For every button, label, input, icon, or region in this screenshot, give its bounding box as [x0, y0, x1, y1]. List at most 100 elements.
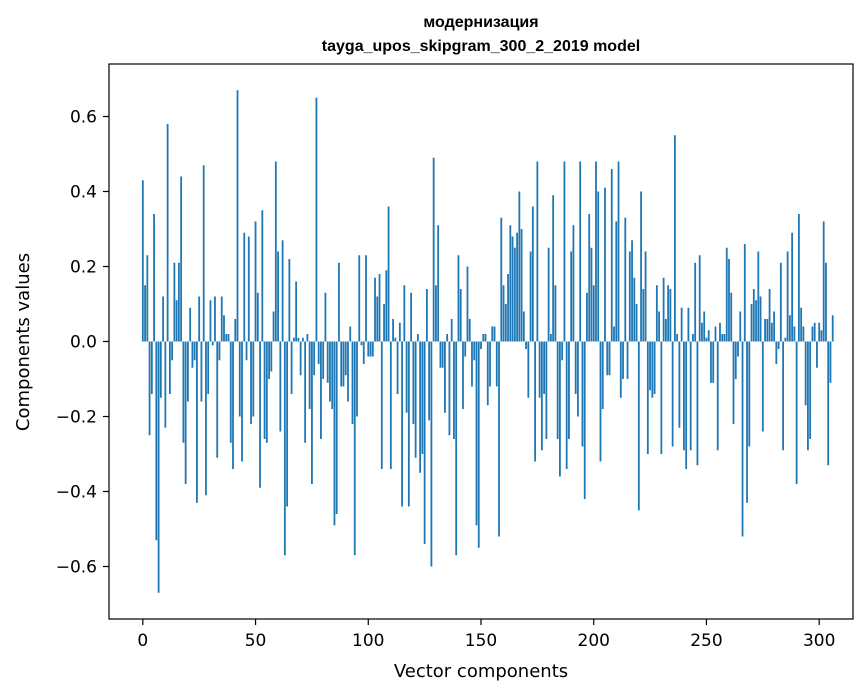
bar — [180, 176, 183, 342]
bar — [216, 341, 219, 458]
bar — [590, 247, 593, 342]
bar — [586, 292, 588, 342]
x-tick-label: 50 — [245, 631, 267, 651]
y-tick-label: 0.4 — [70, 183, 97, 203]
bar — [660, 341, 663, 454]
y-axis-ticks: −0.6 −0.4 −0.2 0.0 0.2 0.4 0.6 — [56, 108, 109, 578]
x-tick-label: 100 — [352, 631, 384, 651]
bar — [279, 341, 282, 432]
bar — [162, 296, 165, 342]
bar — [353, 341, 356, 556]
bar — [263, 341, 266, 439]
bar — [816, 341, 818, 368]
bar — [191, 341, 194, 368]
bar — [360, 341, 363, 346]
bar — [184, 341, 187, 484]
bar — [703, 311, 706, 342]
bar — [635, 304, 638, 342]
bar — [453, 341, 455, 439]
bar — [416, 334, 419, 342]
bar — [766, 319, 769, 342]
bar — [229, 341, 232, 443]
bar — [306, 334, 309, 342]
bar — [308, 341, 311, 409]
bar — [719, 322, 721, 342]
bar — [234, 319, 237, 342]
bar — [457, 255, 460, 342]
bar — [331, 341, 334, 409]
bar — [622, 341, 624, 379]
bar — [376, 296, 379, 342]
bar — [356, 341, 358, 417]
bar — [698, 255, 701, 342]
bar — [615, 221, 618, 342]
bar — [536, 161, 539, 342]
bar — [746, 341, 748, 503]
chart-title: модернизация — [423, 14, 538, 31]
bar — [473, 341, 476, 361]
bar — [737, 341, 739, 357]
bar — [525, 341, 527, 349]
bar — [800, 307, 803, 342]
bar — [721, 334, 724, 342]
bar — [455, 341, 458, 556]
bar — [238, 341, 241, 417]
bar — [676, 334, 679, 342]
bar — [581, 341, 584, 447]
x-axis-label: Vector components — [394, 661, 568, 682]
bar — [272, 311, 275, 342]
bar — [268, 341, 270, 379]
bar — [410, 292, 413, 342]
bar — [482, 334, 485, 342]
bar — [182, 341, 185, 443]
bar — [256, 292, 259, 342]
bar — [829, 341, 832, 383]
bar — [577, 341, 579, 417]
bar — [601, 341, 604, 409]
bar — [619, 341, 622, 398]
bar — [168, 341, 171, 394]
bar — [378, 274, 381, 342]
bar — [401, 341, 403, 507]
bar — [236, 90, 239, 342]
bar — [153, 214, 155, 342]
bar — [155, 341, 158, 541]
bar — [166, 124, 169, 342]
bar — [583, 341, 586, 499]
bar — [367, 341, 370, 357]
bar — [380, 341, 383, 469]
bar — [750, 304, 753, 342]
bar — [811, 326, 814, 342]
bar — [725, 247, 728, 342]
bar — [522, 311, 525, 342]
bar — [570, 251, 573, 342]
bar — [728, 259, 730, 342]
bar — [150, 341, 153, 394]
bar — [435, 285, 437, 342]
bar — [791, 232, 794, 342]
bar — [604, 187, 606, 342]
bar — [807, 341, 809, 451]
x-tick-label: 150 — [465, 631, 497, 651]
bar — [369, 341, 372, 357]
bar — [646, 341, 649, 454]
bar — [450, 319, 453, 342]
bar — [405, 341, 408, 413]
bar — [831, 315, 834, 342]
bar — [466, 266, 469, 342]
bar — [177, 262, 180, 342]
bar — [471, 341, 473, 387]
bar — [265, 341, 268, 443]
bar — [335, 341, 338, 514]
bar — [608, 341, 611, 376]
bar — [347, 341, 349, 402]
bar — [196, 341, 198, 503]
bar — [223, 315, 225, 342]
bar — [761, 341, 764, 432]
bar — [712, 341, 715, 383]
bar — [495, 341, 498, 387]
bar — [317, 341, 320, 364]
bar — [326, 341, 329, 383]
bar — [696, 341, 699, 466]
bar — [707, 330, 710, 342]
